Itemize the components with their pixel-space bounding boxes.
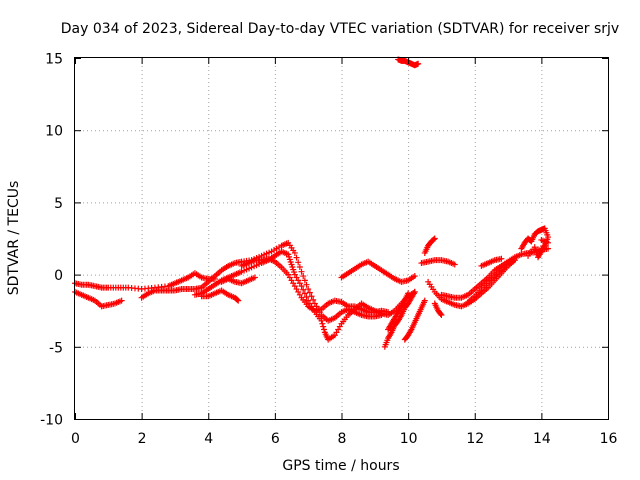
series-track-e — [198, 287, 242, 304]
data-point — [305, 286, 312, 293]
data-point — [300, 286, 307, 293]
data-point — [318, 317, 325, 324]
series-track-a — [72, 270, 218, 293]
data-marks — [72, 56, 552, 350]
data-point — [235, 297, 242, 304]
data-point — [411, 288, 418, 295]
data-point — [308, 293, 315, 300]
data-point — [319, 320, 326, 327]
y-tick-label: -5 — [49, 340, 63, 356]
y-tick-label: 10 — [45, 124, 63, 140]
x-tick-label: 16 — [600, 431, 618, 447]
plot-frame — [74, 57, 609, 420]
data-point — [301, 277, 308, 284]
y-tick-label: 5 — [54, 196, 63, 212]
data-point — [306, 289, 313, 296]
series-track-k — [401, 297, 428, 343]
data-point — [303, 293, 310, 300]
series-track-s — [478, 255, 505, 269]
x-tick-label: 6 — [271, 431, 280, 447]
x-tick-label: 14 — [533, 431, 551, 447]
data-point — [251, 274, 258, 281]
y-tick-label: 15 — [45, 52, 63, 68]
data-point — [295, 259, 302, 266]
series-track-n — [418, 257, 458, 268]
series-track-j — [385, 290, 412, 333]
y-tick-label: -10 — [40, 413, 63, 429]
x-tick-label: 12 — [466, 431, 484, 447]
data-point — [320, 323, 327, 330]
series-track-d — [191, 248, 418, 343]
x-tick-label: 8 — [338, 431, 347, 447]
data-point — [298, 268, 305, 275]
series-track-g — [238, 255, 392, 316]
data-point — [234, 296, 241, 303]
data-point — [310, 296, 317, 303]
grid — [75, 58, 608, 419]
data-point — [118, 297, 125, 304]
series-track-f — [218, 274, 258, 287]
x-axis-title: GPS time / hours — [282, 458, 399, 474]
data-point — [540, 243, 547, 250]
data-point — [530, 249, 537, 256]
x-tick-label: 4 — [204, 431, 213, 447]
series-track-b — [72, 288, 125, 310]
data-point — [411, 273, 418, 280]
data-point — [511, 257, 518, 264]
data-point — [300, 273, 307, 280]
series-track-t — [518, 225, 552, 261]
data-point — [421, 297, 428, 304]
data-point — [451, 261, 458, 268]
data-point — [293, 254, 300, 261]
data-point — [525, 252, 532, 259]
data-point — [321, 326, 328, 333]
data-point — [303, 281, 310, 288]
x-tick-label: 10 — [400, 431, 418, 447]
data-point — [498, 255, 505, 262]
data-point — [405, 290, 412, 297]
y-tick-label: 0 — [54, 268, 63, 284]
x-tick-label: 2 — [138, 431, 147, 447]
x-tick-labels: 0 2 4 6 8 10 12 14 16 — [71, 431, 617, 447]
series-track-m — [421, 235, 438, 256]
data-point — [301, 290, 308, 297]
data-point — [538, 236, 545, 243]
data-point — [437, 310, 444, 317]
data-point — [291, 249, 298, 256]
data-point — [431, 235, 438, 242]
data-point — [415, 60, 422, 67]
y-axis-title: SDTVAR / TECUs — [6, 181, 22, 296]
chart-title: Day 034 of 2023, Sidereal Day-to-day VTE… — [61, 21, 619, 37]
series-track-c — [138, 239, 385, 324]
series-track-i — [381, 288, 418, 350]
series-track-p — [431, 300, 445, 319]
data-point — [296, 264, 303, 271]
series-track-h — [338, 258, 418, 285]
data-point — [535, 246, 542, 253]
data-point — [385, 309, 392, 316]
axis-ticks — [75, 58, 609, 420]
data-point — [430, 236, 437, 243]
series-track-r — [465, 257, 518, 306]
x-tick-label: 0 — [71, 431, 80, 447]
y-tick-labels: -10 -5 0 5 10 15 — [40, 52, 63, 429]
data-point — [438, 312, 445, 319]
data-point — [298, 283, 305, 290]
